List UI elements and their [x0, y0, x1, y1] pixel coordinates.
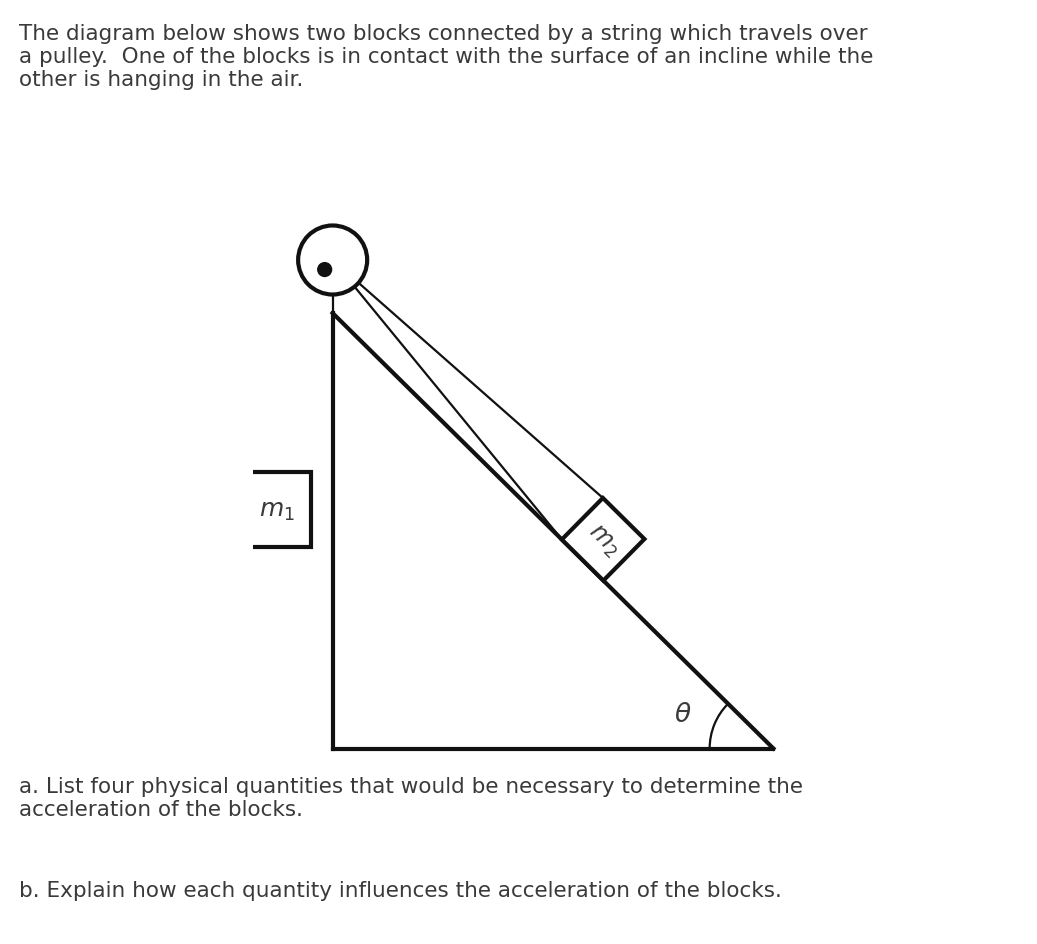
Text: $m_1$: $m_1$: [259, 498, 295, 522]
Text: b. Explain how each quantity influences the acceleration of the blocks.: b. Explain how each quantity influences …: [19, 880, 782, 900]
Polygon shape: [562, 498, 644, 581]
Bar: [243, 473, 311, 548]
Text: $\theta$: $\theta$: [674, 701, 692, 727]
Text: $m_2$: $m_2$: [583, 519, 623, 560]
Circle shape: [317, 263, 332, 278]
Text: a. List four physical quantities that would be necessary to determine the
accele: a. List four physical quantities that wo…: [19, 776, 803, 819]
Text: The diagram below shows two blocks connected by a string which travels over
a pu: The diagram below shows two blocks conne…: [19, 24, 873, 90]
